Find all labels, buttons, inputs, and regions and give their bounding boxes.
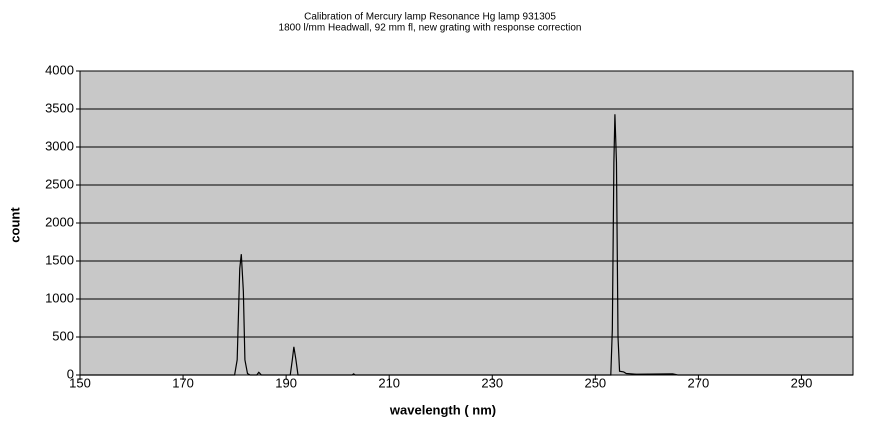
x-tick-label: 210	[378, 375, 400, 390]
x-tick-label: 290	[791, 375, 813, 390]
y-axis-label: count	[7, 207, 22, 243]
x-tick-label: 230	[481, 375, 503, 390]
y-tick-label: 1500	[45, 252, 74, 267]
y-tick-label: 1000	[45, 290, 74, 305]
y-tick-label: 2000	[45, 214, 74, 229]
x-tick-label: 270	[688, 375, 710, 390]
x-tick-label: 170	[172, 375, 194, 390]
y-tick-label: 2500	[45, 176, 74, 191]
x-tick-label: 150	[69, 375, 91, 390]
y-tick-label: 4000	[45, 62, 74, 77]
x-tick-label: 190	[275, 375, 297, 390]
chart-subtitle: 1800 l/mm Headwall, 92 mm fl, new gratin…	[279, 23, 582, 34]
y-tick-label: 3500	[45, 100, 74, 115]
y-tick-label: 3000	[45, 138, 74, 153]
data-line	[80, 114, 853, 376]
y-tick-label: 0	[67, 366, 74, 381]
x-tick-label: 250	[584, 375, 606, 390]
y-tick-label: 500	[52, 328, 74, 343]
x-axis-label: wavelength ( nm)	[389, 402, 496, 417]
chart-title: Calibration of Mercury lamp Resonance Hg…	[304, 12, 556, 23]
